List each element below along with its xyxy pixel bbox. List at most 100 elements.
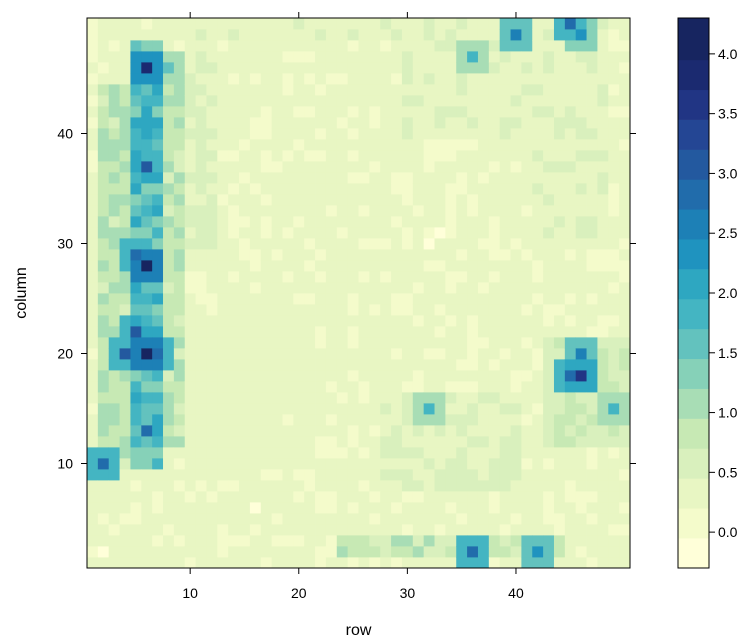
- heatmap-cell: [97, 150, 110, 162]
- heatmap-cell: [597, 62, 609, 74]
- heatmap-cell: [315, 227, 327, 239]
- heatmap-cell: [619, 73, 631, 85]
- heatmap-cell: [119, 414, 131, 426]
- heatmap-cell: [391, 249, 403, 261]
- heatmap-cell: [119, 557, 131, 569]
- heatmap-cell: [271, 381, 283, 393]
- heatmap-cell: [315, 348, 327, 360]
- heatmap-cell: [315, 51, 327, 63]
- heatmap-cell: [119, 161, 131, 173]
- heatmap-cell: [130, 73, 142, 85]
- heatmap-cell: [152, 117, 164, 129]
- heatmap-cell: [282, 491, 294, 503]
- heatmap-cell: [293, 117, 305, 129]
- heatmap-cell: [575, 546, 587, 558]
- heatmap-cell: [347, 447, 359, 459]
- heatmap-cell: [130, 161, 142, 173]
- heatmap-cell: [445, 293, 457, 305]
- heatmap-cell: [304, 40, 316, 52]
- heatmap-cell: [304, 194, 316, 206]
- heatmap-cell: [477, 436, 490, 448]
- heatmap-cell: [271, 524, 283, 536]
- heatmap-cell: [325, 469, 338, 481]
- heatmap-cell: [315, 62, 327, 74]
- heatmap-cell: [315, 216, 327, 228]
- heatmap-cell: [423, 161, 435, 173]
- x-tick-label: 40: [508, 585, 524, 601]
- heatmap-cell: [391, 326, 403, 338]
- heatmap-cell: [184, 106, 196, 118]
- heatmap-cell: [445, 392, 457, 404]
- heatmap-cell: [575, 392, 587, 404]
- heatmap-cell: [553, 546, 566, 558]
- heatmap-cell: [477, 40, 490, 52]
- heatmap-cell: [195, 238, 207, 250]
- heatmap-cell: [412, 513, 425, 525]
- heatmap-cells: [87, 18, 631, 569]
- heatmap-cell: [130, 51, 142, 63]
- heatmap-cell: [260, 392, 273, 404]
- heatmap-cell: [249, 491, 262, 503]
- heatmap-cell: [173, 293, 186, 305]
- heatmap-cell: [532, 18, 544, 30]
- heatmap-cell: [553, 359, 566, 371]
- heatmap-cell: [401, 84, 414, 96]
- heatmap-cell: [477, 557, 490, 569]
- heatmap-cell: [304, 183, 316, 195]
- heatmap-cell: [619, 40, 631, 52]
- heatmap-cell: [532, 315, 544, 327]
- heatmap-cell: [228, 51, 240, 63]
- heatmap-cell: [249, 513, 262, 525]
- heatmap-cell: [532, 183, 544, 195]
- heatmap-cell: [369, 62, 381, 74]
- heatmap-cell: [141, 18, 153, 30]
- heatmap-cell: [163, 436, 175, 448]
- heatmap-cell: [586, 403, 598, 415]
- heatmap-cell: [87, 502, 99, 514]
- heatmap-cell: [347, 216, 359, 228]
- heatmap-cell: [173, 403, 186, 415]
- heatmap-cell: [543, 117, 555, 129]
- heatmap-cell: [488, 359, 501, 371]
- heatmap-cell: [597, 315, 609, 327]
- heatmap-cell: [119, 535, 131, 547]
- heatmap-cell: [228, 293, 240, 305]
- heatmap-cell: [293, 18, 305, 30]
- y-tick-label: 10: [57, 456, 73, 472]
- heatmap-cell: [423, 557, 435, 569]
- heatmap-cell: [239, 293, 251, 305]
- heatmap-cell: [586, 282, 598, 294]
- heatmap-cell: [87, 337, 99, 349]
- heatmap-cell: [87, 249, 99, 261]
- heatmap-cell: [315, 381, 327, 393]
- heatmap-cell: [325, 535, 338, 547]
- heatmap-cell: [293, 183, 305, 195]
- heatmap-cell: [271, 513, 283, 525]
- heatmap-cell: [239, 51, 251, 63]
- heatmap-cell: [391, 106, 403, 118]
- heatmap-cell: [217, 414, 229, 426]
- heatmap-cell: [564, 315, 577, 327]
- heatmap-cell: [347, 40, 359, 52]
- heatmap-cell: [315, 128, 327, 140]
- heatmap-cell: [575, 183, 587, 195]
- heatmap-cell: [586, 414, 598, 426]
- heatmap-cell: [271, 414, 283, 426]
- heatmap-cell: [271, 502, 283, 514]
- heatmap-cell: [108, 436, 120, 448]
- heatmap-cell: [488, 326, 501, 338]
- heatmap-cell: [130, 205, 142, 217]
- heatmap-cell: [184, 392, 196, 404]
- heatmap-cell: [532, 84, 544, 96]
- heatmap-cell: [586, 502, 598, 514]
- heatmap-cell: [260, 139, 273, 151]
- heatmap-cell: [467, 425, 479, 437]
- heatmap-cell: [173, 348, 186, 360]
- heatmap-cell: [564, 359, 577, 371]
- heatmap-cell: [130, 139, 142, 151]
- heatmap-cell: [195, 260, 207, 272]
- heatmap-cell: [282, 326, 294, 338]
- heatmap-cell: [477, 293, 490, 305]
- heatmap-cell: [445, 95, 457, 107]
- heatmap-cell: [521, 326, 533, 338]
